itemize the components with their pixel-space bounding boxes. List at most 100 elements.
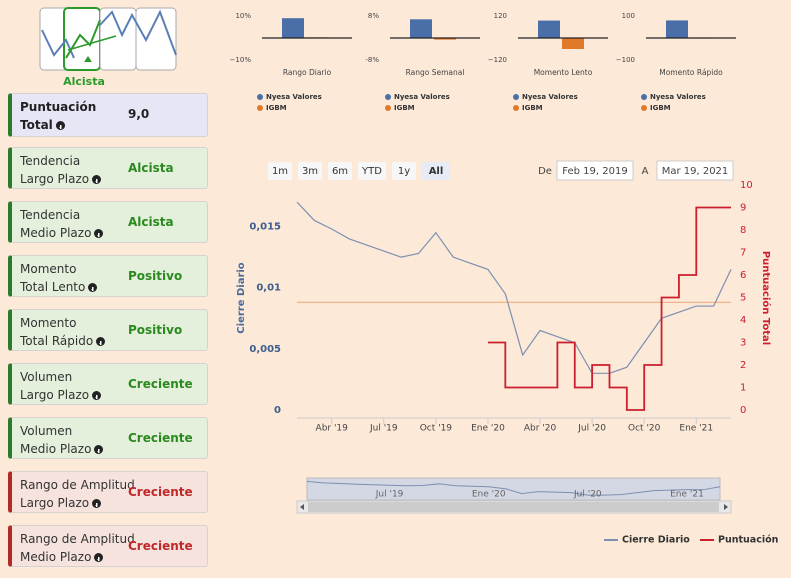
info-icon[interactable]	[92, 175, 102, 184]
date-to-label: A	[642, 166, 649, 177]
info-icon[interactable]	[92, 499, 102, 508]
y2-tick-label: 4	[740, 315, 746, 326]
signal-label: Alcista	[63, 75, 105, 88]
card-label: Volumen Medio Plazo	[20, 422, 104, 458]
y2-tick-label: 6	[740, 270, 746, 281]
scrollbar-thumb[interactable]	[308, 502, 719, 512]
card-label-line: Medio Plazo	[20, 442, 92, 456]
legend-label: IGBM	[650, 104, 671, 112]
card-value: Positivo	[128, 269, 182, 283]
bar	[562, 38, 584, 49]
card-label-line: Medio Plazo	[20, 226, 92, 240]
card-label-line: Tendencia	[20, 208, 81, 222]
y-tick-label: 10%	[235, 12, 251, 20]
bar	[410, 19, 432, 38]
status-card: Momento Total Lento Positivo	[8, 255, 208, 297]
status-card: Volumen Medio Plazo Creciente	[8, 417, 208, 459]
info-icon[interactable]	[55, 121, 65, 130]
navigator-tick-label: Jul '19	[375, 490, 404, 500]
card-value: Creciente	[128, 431, 193, 445]
y-tick-label: 0,005	[249, 344, 281, 355]
info-icon[interactable]	[94, 553, 104, 562]
info-icon[interactable]	[92, 391, 102, 400]
card-label-line: Rango de Amplitud	[20, 478, 135, 492]
card-label: Momento Total Rápido	[20, 314, 106, 350]
legend-label: Nyesa Valores	[394, 93, 450, 101]
card-value-text: Positivo	[128, 323, 183, 337]
y-tick-label: 0	[274, 405, 281, 416]
legend-label: Nyesa Valores	[522, 93, 578, 101]
x-tick-label: Oct '19	[420, 424, 453, 434]
card-value-text: Creciente	[128, 377, 193, 391]
card-value: Creciente	[128, 539, 193, 553]
card-label-line: Largo Plazo	[20, 172, 90, 186]
range-button[interactable]	[358, 162, 386, 180]
card-label: Rango de Amplitud Medio Plazo	[20, 530, 135, 566]
card-value: Creciente	[128, 377, 193, 391]
range-button[interactable]	[328, 162, 352, 180]
legend-label: IGBM	[394, 104, 415, 112]
card-value-text: 9,0	[128, 107, 150, 121]
scroll-left[interactable]	[300, 504, 304, 510]
legend-marker	[385, 94, 391, 100]
y-tick-label: −10%	[230, 56, 252, 64]
y-tick-label: 100	[622, 12, 635, 20]
card-label: Puntuación Total	[20, 98, 96, 134]
range-button[interactable]	[422, 162, 450, 180]
card-value-text: Positivo	[128, 269, 183, 283]
range-button[interactable]	[298, 162, 322, 180]
range-button[interactable]	[268, 162, 292, 180]
info-icon[interactable]	[94, 229, 104, 238]
chart-title: Momento Lento	[534, 68, 593, 77]
chart-title: Momento Rápido	[659, 68, 723, 77]
x-tick-label: Abr '19	[316, 424, 349, 434]
date-input[interactable]	[556, 160, 634, 181]
y2-tick-label: 0	[740, 405, 746, 416]
y-tick-label: 0,015	[249, 222, 281, 233]
date-input[interactable]	[656, 160, 734, 181]
info-icon[interactable]	[88, 283, 98, 292]
status-card: Volumen Largo Plazo Creciente	[8, 363, 208, 405]
card-value: Alcista	[128, 161, 174, 175]
range-button-label: 1m	[272, 166, 288, 177]
card-label-line: Tendencia	[20, 154, 81, 168]
card-label-line: Momento	[20, 316, 77, 330]
chart-title: Rango Semanal	[406, 68, 465, 77]
card-value: Alcista	[128, 215, 174, 229]
card-label: Volumen Largo Plazo	[20, 368, 102, 404]
y2-tick-label: 1	[740, 383, 746, 394]
card-label-line: Momento	[20, 262, 77, 276]
bar	[434, 38, 456, 40]
range-button[interactable]	[392, 162, 416, 180]
card-label-line: Total	[20, 118, 53, 132]
range-button-label: All	[429, 166, 444, 177]
status-card: Tendencia Medio Plazo Alcista	[8, 201, 208, 243]
info-icon[interactable]	[96, 337, 106, 346]
y-tick-label: 8%	[368, 12, 379, 20]
info-icon[interactable]	[94, 445, 104, 454]
y2-tick-label: 7	[740, 248, 746, 259]
card-value-text: Alcista	[128, 215, 174, 229]
bar	[282, 18, 304, 38]
legend-label: Cierre Diario	[622, 535, 690, 546]
legend-marker	[513, 105, 519, 111]
status-card: Rango de Amplitud Medio Plazo Creciente	[8, 525, 208, 567]
navigator-tick-label: Ene '20	[472, 490, 506, 500]
y-tick-label: 0,01	[256, 283, 281, 294]
card-label: Tendencia Medio Plazo	[20, 206, 104, 242]
x-tick-label: Jul '20	[577, 424, 606, 434]
y2-tick-label: 8	[740, 225, 746, 236]
y-tick-label: −100	[616, 56, 635, 64]
x-tick-label: Ene '21	[679, 424, 713, 434]
card-label: Tendencia Largo Plazo	[20, 152, 102, 188]
card-value-text: Alcista	[128, 161, 174, 175]
card-label-line: Volumen	[20, 424, 73, 438]
card-label-line: Largo Plazo	[20, 496, 90, 510]
card-label-line: Puntuación	[20, 100, 97, 114]
card-label-line: Medio Plazo	[20, 550, 92, 564]
x-tick-label: Jul '19	[369, 424, 398, 434]
scroll-right[interactable]	[724, 504, 728, 510]
status-card: Rango de Amplitud Largo Plazo Creciente	[8, 471, 208, 513]
status-card: Momento Total Rápido Positivo	[8, 309, 208, 351]
